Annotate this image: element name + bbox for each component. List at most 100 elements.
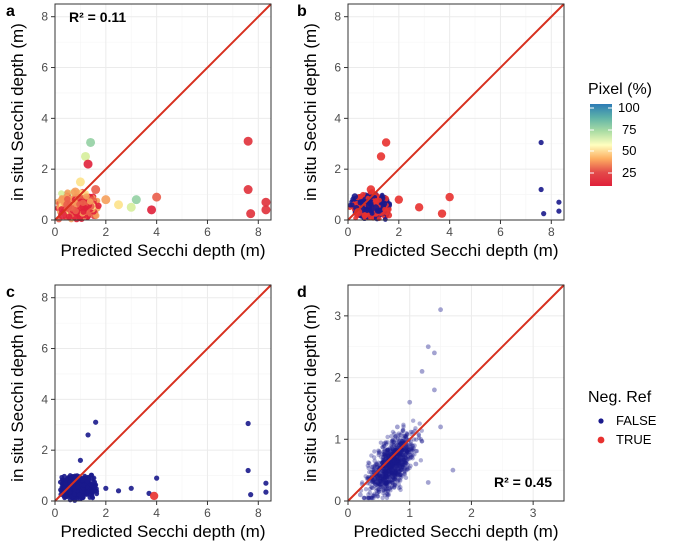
scatter-point [394, 446, 399, 451]
scatter-point [398, 457, 403, 462]
scatter-point [403, 475, 409, 481]
scatter-point [400, 428, 405, 433]
scatter-point [383, 473, 388, 478]
scatter-point [383, 480, 388, 485]
scatter-point [380, 477, 385, 483]
scatter-panel-d: 0 1 2 3 0 1 2 3 Predicted Secchi depth (m) in sit… [301, 284, 565, 541]
scatter-point [399, 452, 405, 457]
scatter-point [388, 449, 394, 455]
scatter-point [398, 463, 403, 468]
scatter-point [396, 459, 401, 465]
scatter-point [400, 427, 406, 432]
scatter-point [402, 467, 407, 472]
scatter-point [408, 454, 414, 460]
scatter-point [388, 463, 394, 468]
scatter-point [370, 467, 376, 473]
scatter-point [70, 187, 80, 197]
scatter-point [372, 455, 377, 460]
scatter-point [395, 436, 401, 442]
scatter-point [401, 455, 407, 460]
scatter-point [410, 429, 415, 435]
scatter-point [391, 466, 397, 472]
scatter-point [384, 479, 390, 484]
scatter-point [410, 418, 416, 423]
scatter-point [388, 467, 393, 472]
scatter-point [394, 461, 399, 466]
scatter-point [391, 472, 396, 477]
scatter-point [395, 477, 401, 483]
scatter-point [393, 463, 399, 468]
scatter-point [402, 469, 407, 475]
scatter-point [261, 205, 271, 215]
scatter-point [384, 491, 390, 497]
scatter-point [397, 442, 402, 448]
scatter-point [378, 473, 383, 479]
scatter-point [382, 449, 388, 455]
scatter-point [393, 469, 398, 475]
scatter-point [374, 199, 380, 205]
scatter-point [131, 195, 141, 205]
legend-colorbar [590, 104, 612, 186]
scatter-point [370, 495, 375, 501]
scatter-point [395, 460, 401, 466]
scatter-point [384, 479, 389, 484]
scatter-point [391, 474, 396, 480]
scatter-point [413, 449, 419, 454]
scatter-point [396, 456, 402, 462]
scatter-point [380, 471, 385, 476]
scatter-point [371, 478, 376, 483]
scatter-point [403, 444, 409, 450]
x-axis-label: Predicted Secchi depth (m) [353, 522, 558, 541]
scatter-point [385, 479, 391, 485]
scatter-point [384, 480, 390, 486]
scatter-point [384, 452, 390, 457]
scatter-point [371, 495, 376, 501]
scatter-point [397, 460, 402, 465]
y-tick-label: 1 [334, 432, 341, 446]
scatter-point [363, 474, 368, 479]
scatter-point [377, 487, 382, 492]
scatter-point [386, 462, 391, 468]
scatter-point [404, 445, 410, 451]
scatter-point [370, 485, 375, 491]
scatter-point [395, 479, 400, 484]
scatter-point [387, 486, 392, 492]
scatter-point [380, 444, 385, 450]
scatter-point [376, 473, 382, 478]
scatter-point [392, 465, 397, 471]
scatter-point [399, 467, 404, 473]
scatter-point [403, 434, 409, 440]
scatter-point [392, 472, 398, 477]
scatter-point [375, 476, 380, 481]
legend-true-marker [597, 436, 605, 444]
scatter-point [380, 469, 386, 475]
scatter-point [391, 443, 396, 448]
scatter-point [370, 478, 375, 484]
scatter-point [387, 464, 392, 469]
scatter-point [58, 190, 65, 197]
y-axis-label: in situ Secchi depth (m) [301, 23, 320, 201]
scatter-point [246, 209, 256, 219]
scatter-point [371, 480, 377, 485]
x-tick-label: 8 [548, 225, 555, 239]
scatter-point [374, 462, 379, 467]
scatter-point [379, 484, 384, 489]
scatter-point [403, 455, 408, 460]
scatter-point [395, 442, 400, 448]
scatter-point [409, 446, 414, 451]
scatter-point [401, 457, 406, 463]
scatter-point [368, 495, 374, 501]
scatter-point [382, 471, 387, 476]
scatter-point [389, 467, 394, 472]
scatter-point [389, 434, 394, 439]
scatter-point [95, 202, 102, 210]
scatter-point [394, 438, 400, 443]
scatter-point [388, 471, 393, 476]
scatter-point [407, 447, 412, 452]
scatter-point [370, 464, 376, 469]
scatter-point [380, 474, 385, 479]
scatter-point [128, 485, 134, 491]
scatter-point [380, 476, 385, 481]
scatter-point [384, 442, 389, 447]
scatter-point [376, 483, 381, 488]
